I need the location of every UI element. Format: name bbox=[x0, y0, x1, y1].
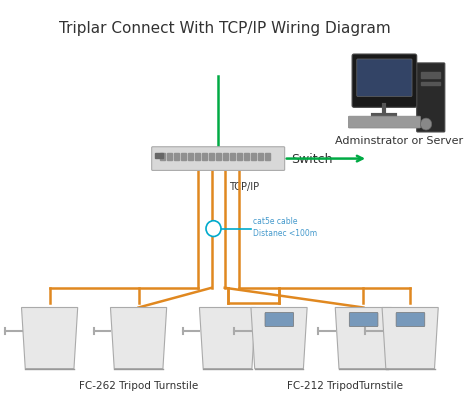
FancyBboxPatch shape bbox=[396, 313, 425, 327]
Bar bbox=[160, 153, 165, 160]
FancyBboxPatch shape bbox=[348, 117, 420, 129]
Bar bbox=[421, 83, 440, 85]
Bar bbox=[202, 153, 207, 160]
Bar bbox=[216, 153, 221, 160]
Polygon shape bbox=[21, 308, 78, 369]
FancyBboxPatch shape bbox=[349, 313, 378, 327]
Text: Triplar Connect With TCP/IP Wiring Diagram: Triplar Connect With TCP/IP Wiring Diagr… bbox=[59, 20, 391, 35]
Bar bbox=[223, 153, 228, 160]
Polygon shape bbox=[382, 308, 438, 369]
Bar bbox=[230, 153, 235, 160]
Text: TCP/IP: TCP/IP bbox=[229, 182, 260, 192]
Polygon shape bbox=[251, 308, 307, 369]
Bar bbox=[237, 153, 242, 160]
Polygon shape bbox=[335, 308, 392, 369]
Bar bbox=[421, 73, 440, 79]
Bar bbox=[167, 153, 172, 160]
Bar bbox=[258, 153, 263, 160]
Bar bbox=[181, 153, 186, 160]
FancyBboxPatch shape bbox=[265, 313, 294, 327]
Text: Switch: Switch bbox=[291, 153, 333, 166]
Bar bbox=[210, 153, 214, 160]
Polygon shape bbox=[200, 308, 255, 369]
Bar bbox=[188, 153, 193, 160]
Polygon shape bbox=[110, 308, 167, 369]
Bar bbox=[245, 153, 249, 160]
FancyBboxPatch shape bbox=[417, 64, 445, 133]
Text: FC-212 TripodTurnstile: FC-212 TripodTurnstile bbox=[287, 381, 402, 391]
Bar bbox=[265, 153, 270, 160]
FancyBboxPatch shape bbox=[352, 55, 417, 108]
Text: cat5e cable
Distanec <100m: cat5e cable Distanec <100m bbox=[253, 217, 317, 237]
Circle shape bbox=[420, 119, 432, 131]
Bar bbox=[195, 153, 200, 160]
Text: FC-262 Tripod Turnstile: FC-262 Tripod Turnstile bbox=[79, 381, 198, 391]
Bar bbox=[174, 153, 179, 160]
FancyBboxPatch shape bbox=[152, 148, 285, 171]
Circle shape bbox=[206, 221, 221, 237]
FancyBboxPatch shape bbox=[357, 60, 412, 97]
Bar bbox=[251, 153, 256, 160]
Bar bbox=[155, 153, 163, 158]
Text: Adminstrator or Server: Adminstrator or Server bbox=[335, 136, 463, 146]
